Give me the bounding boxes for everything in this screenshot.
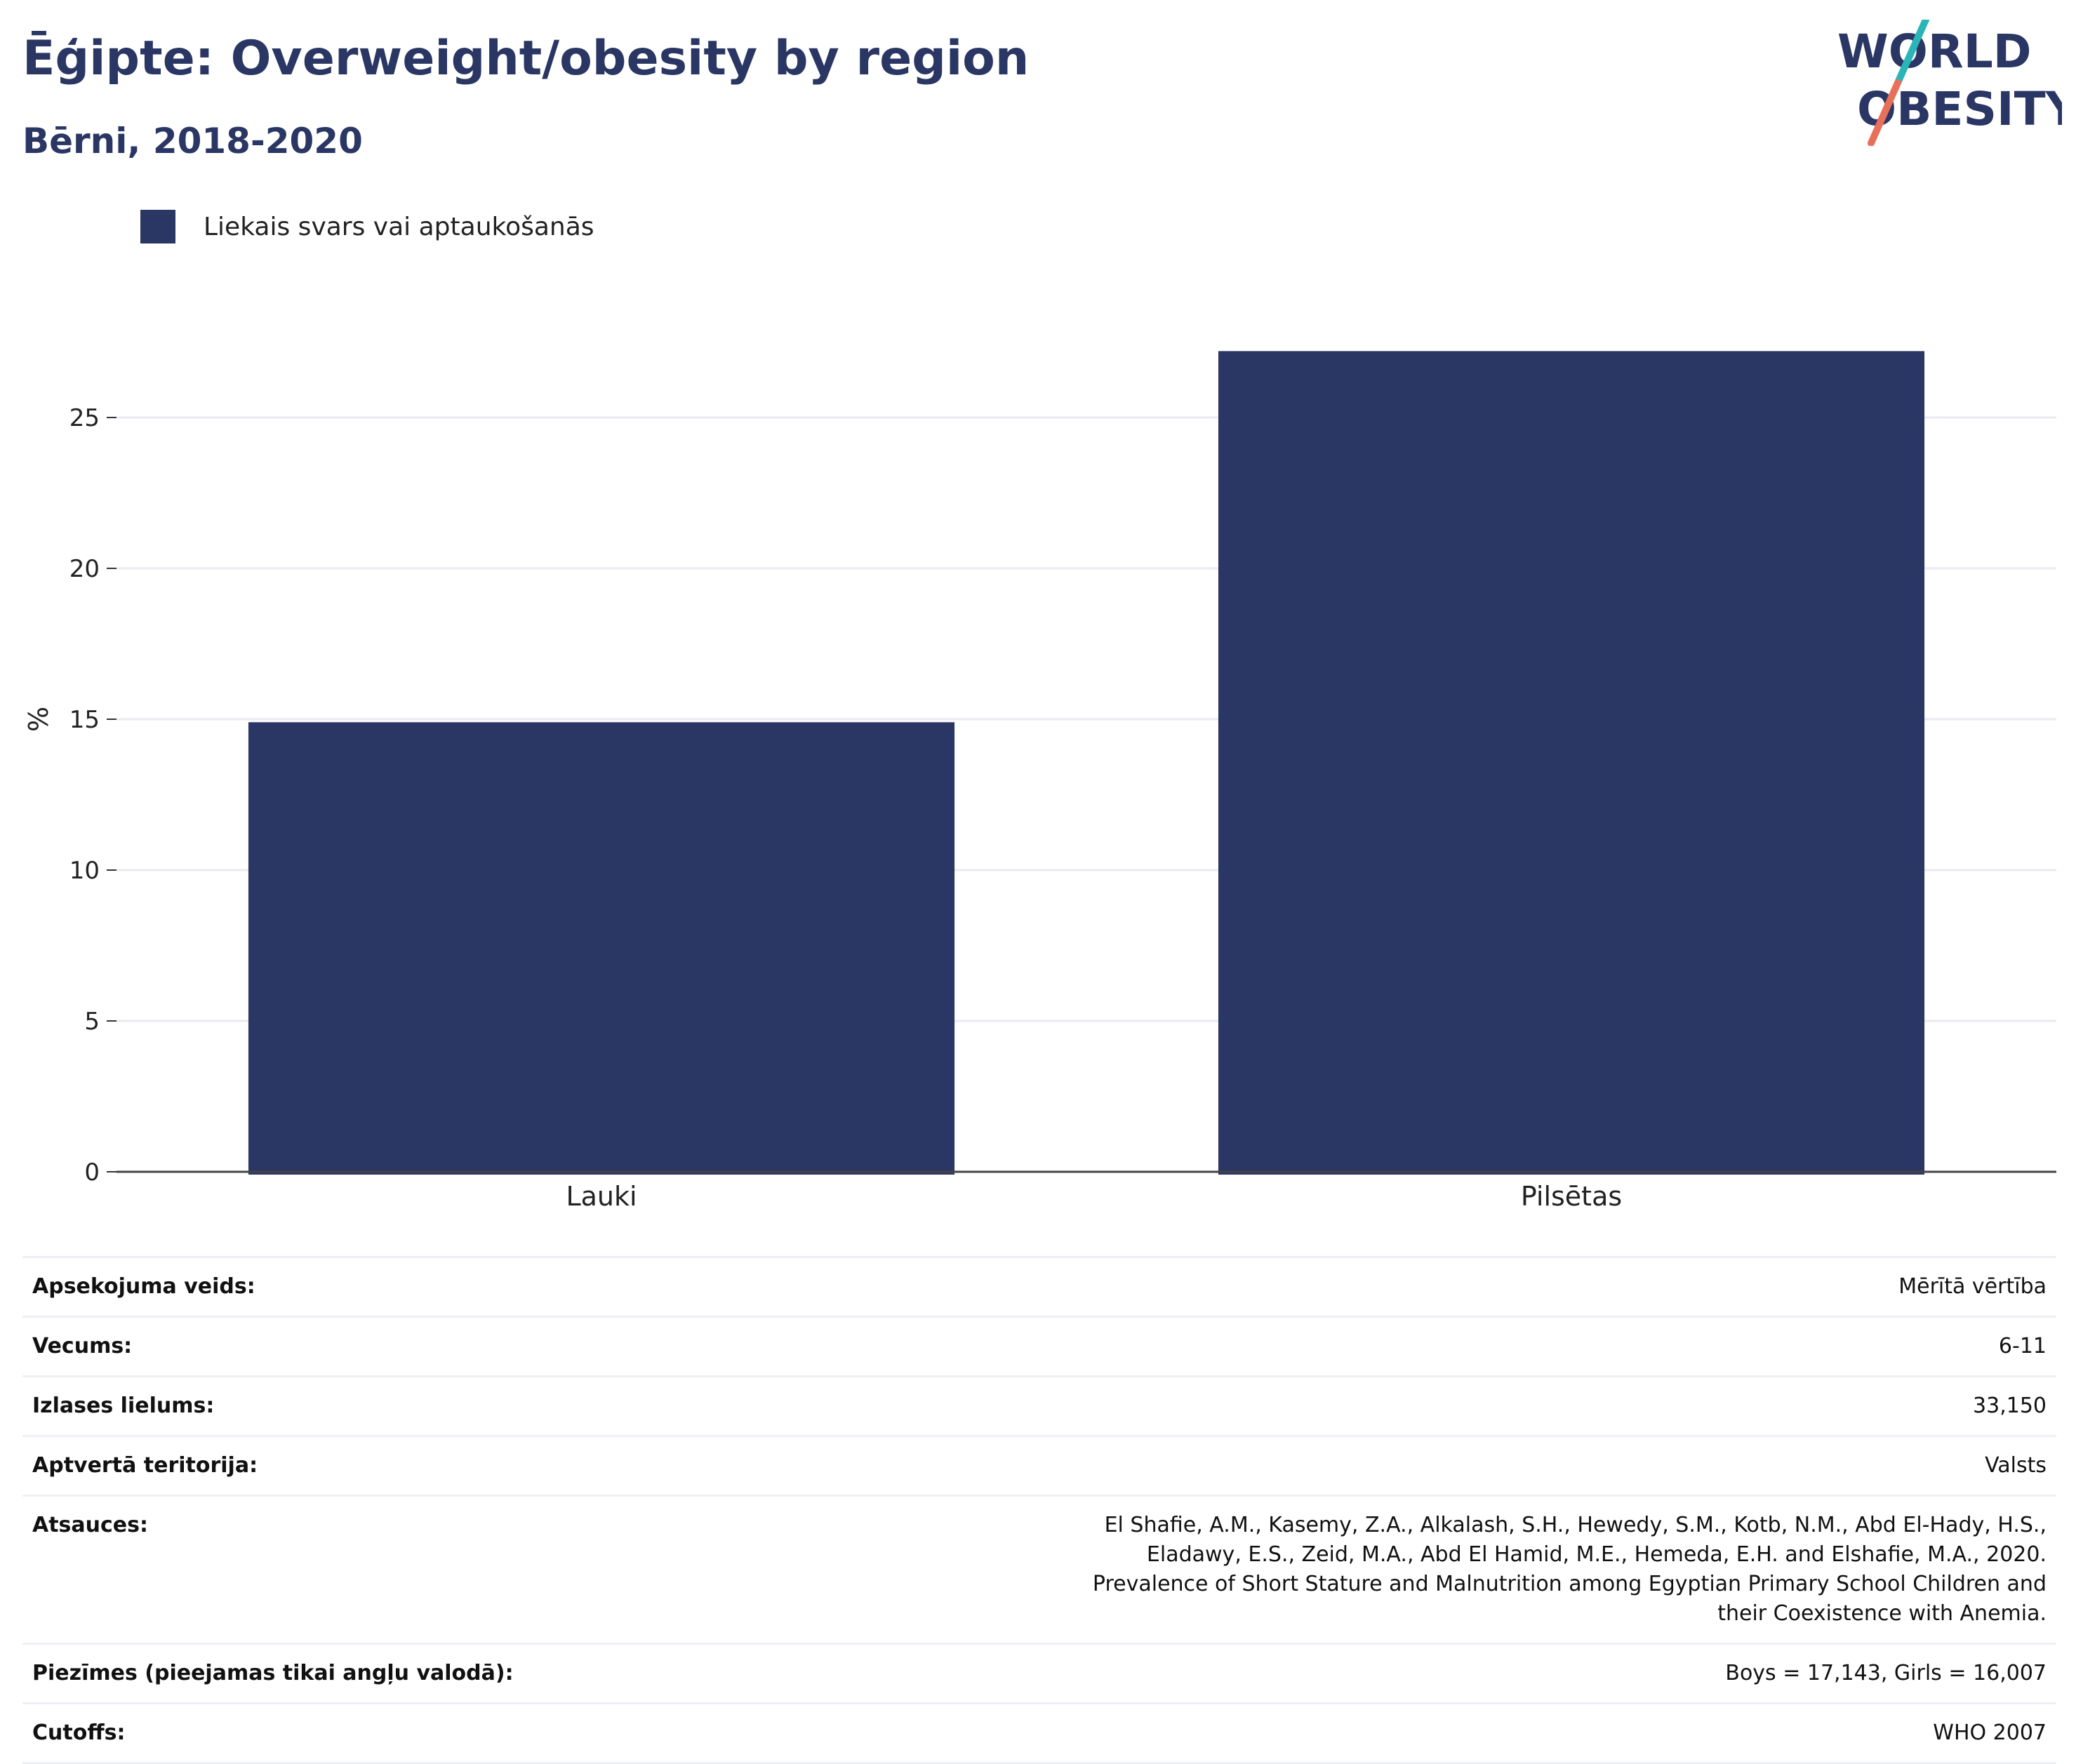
logo-text-world: WORLD (1837, 25, 2032, 79)
y-axis-label: % (23, 707, 54, 732)
y-tick-label: 25 (69, 404, 100, 432)
info-row-references: Atsauces: El Shafie, A.M., Kasemy, Z.A.,… (22, 1495, 2056, 1644)
info-key: Izlases lielums: (22, 1375, 524, 1436)
y-tick-label: 10 (69, 857, 100, 885)
info-row-age: Vecums: 6-11 (22, 1316, 2056, 1377)
legend-label: Liekais svars vai aptaukošanās (204, 212, 594, 241)
info-value: Valsts (523, 1435, 2056, 1496)
chart-legend: Liekais svars vai aptaukošanās (140, 209, 594, 244)
y-tick-label: 0 (84, 1158, 100, 1187)
info-value: WHO 2007 (523, 1702, 2056, 1764)
logo-slash-top (1894, 20, 1929, 86)
bar (248, 722, 955, 1175)
info-key: Piezīmes (pieejamas tikai angļu valodā): (22, 1643, 524, 1704)
info-row-sample-size: Izlases lielums: 33,150 (22, 1375, 2056, 1436)
y-tick-label: 5 (84, 1008, 100, 1036)
info-key: Atsauces: (22, 1495, 524, 1644)
info-key: Apsekojuma veids: (22, 1256, 524, 1317)
info-row-coverage: Aptvertā teritorija: Valsts (22, 1435, 2056, 1496)
info-key: Cutoffs: (22, 1702, 524, 1764)
info-value: 6-11 (523, 1316, 2056, 1377)
y-tick-label: 15 (69, 706, 100, 734)
chart-subtitle: Bērni, 2018-2020 (22, 121, 363, 161)
info-value: Mērītā vērtība (523, 1256, 2056, 1317)
info-key: Vecums: (22, 1316, 524, 1377)
info-value: El Shafie, A.M., Kasemy, Z.A., Alkalash,… (523, 1495, 2056, 1644)
info-row-notes: Piezīmes (pieejamas tikai angļu valodā):… (22, 1643, 2056, 1704)
x-tick-label: Pilsētas (1521, 1181, 1622, 1212)
logo-slash-bottom (1868, 79, 1901, 146)
info-row-survey-type: Apsekojuma veids: Mērītā vērtība (22, 1256, 2056, 1317)
info-value: 33,150 (523, 1375, 2056, 1436)
world-obesity-logo: WORLD OBESITY (1837, 20, 2062, 146)
legend-swatch (140, 210, 175, 243)
x-tick-label: Lauki (566, 1181, 637, 1212)
chart-title: Ēģipte: Overweight/obesity by region (22, 31, 1030, 86)
info-row-cutoffs: Cutoffs: WHO 2007 (22, 1702, 2056, 1764)
bar (1218, 351, 1925, 1175)
bar-chart: 0 5 10 15 20 25% Lauki Pilsētas (23, 351, 2056, 1212)
info-key: Aptvertā teritorija: (22, 1435, 524, 1496)
info-table: Apsekojuma veids: Mērītā vērtība Vecums:… (22, 1256, 2056, 1764)
y-tick-label: 20 (69, 555, 100, 583)
info-value: Boys = 17,143, Girls = 16,007 (523, 1643, 2056, 1704)
